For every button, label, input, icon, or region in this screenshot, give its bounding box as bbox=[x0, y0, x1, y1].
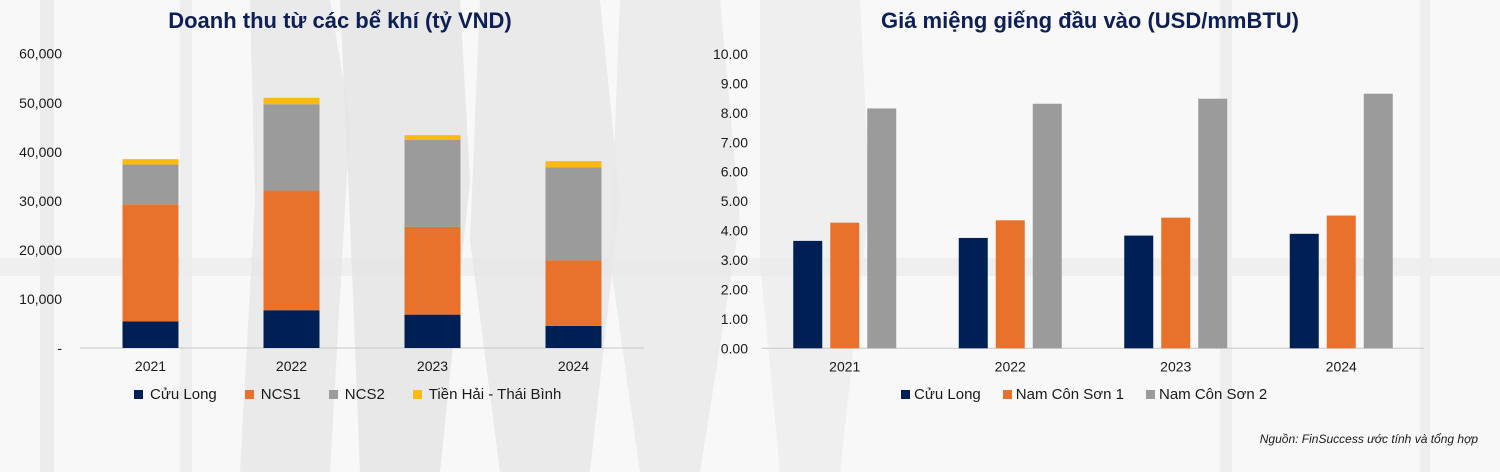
legend-label: Cửu Long bbox=[150, 386, 217, 403]
x-tick-label: 2024 bbox=[558, 358, 589, 374]
y-tick-label: 6.00 bbox=[721, 164, 748, 180]
bar-segment-ncs1-2023 bbox=[404, 226, 461, 315]
bar-segment-ncs2-2024 bbox=[545, 167, 602, 261]
y-tick-label: 3.00 bbox=[721, 252, 748, 268]
legend-swatch-navy bbox=[901, 390, 910, 399]
y-tick-label: 9.00 bbox=[721, 75, 748, 91]
bar-segment-c-u-long-2022 bbox=[263, 310, 320, 348]
bar-segment-ncs2-2023 bbox=[404, 140, 461, 227]
bar-segment-ncs1-2021 bbox=[122, 204, 179, 322]
bar-segment-ncs1-2022 bbox=[263, 190, 320, 311]
legend-label: Nam Côn Sơn 2 bbox=[1158, 386, 1268, 403]
y-tick-label: 4.00 bbox=[721, 223, 748, 239]
bar-segment-ti-n-h-i-th-i-b-nh-2023 bbox=[404, 135, 461, 141]
legend-label: Nam Côn Sơn 1 bbox=[1015, 386, 1124, 403]
y-tick-label: - bbox=[57, 340, 62, 356]
bar-nam-c-n-s-n-2-2022 bbox=[1032, 103, 1062, 349]
x-tick-label: 2023 bbox=[417, 358, 448, 374]
x-tick-label: 2022 bbox=[995, 358, 1026, 374]
y-tick-label: 0.00 bbox=[721, 340, 748, 356]
bar-nam-c-n-s-n-2-2024 bbox=[1363, 93, 1393, 349]
bar-nam-c-n-s-n-2-2021 bbox=[867, 108, 897, 349]
y-tick-label: 10.00 bbox=[713, 46, 748, 62]
y-tick-label: 5.00 bbox=[721, 193, 748, 209]
legend-item-ncs2: NCS2 bbox=[328, 386, 385, 403]
legend-item-ncs1: NCS1 bbox=[244, 386, 301, 403]
y-tick-label: 40,000 bbox=[19, 144, 62, 160]
bar-segment-ncs2-2021 bbox=[122, 164, 179, 205]
x-tick-label: 2024 bbox=[1326, 358, 1357, 374]
bar-nam-c-n-s-n-1-2024 bbox=[1326, 215, 1356, 349]
source-note: Nguồn: FinSuccess ước tính và tổng hợp bbox=[1259, 432, 1478, 446]
y-tick-label: 30,000 bbox=[19, 193, 62, 209]
y-tick-label: 1.00 bbox=[721, 311, 748, 327]
price-chart-legend: Cửu Long Nam Côn Sơn 1 Nam Côn Sơn 2 bbox=[901, 386, 1289, 403]
bar-nam-c-n-s-n-1-2022 bbox=[995, 220, 1025, 349]
legend-item-cuu-long: Cửu Long bbox=[901, 386, 981, 403]
legend-item-nam-con-son-1: Nam Côn Sơn 1 bbox=[1002, 386, 1124, 403]
legend-label: NCS1 bbox=[260, 386, 301, 403]
x-tick-label: 2021 bbox=[829, 358, 860, 374]
legend-item-nam-con-son-2: Nam Côn Sơn 2 bbox=[1145, 386, 1268, 403]
bar-segment-ti-n-h-i-th-i-b-nh-2021 bbox=[122, 159, 179, 165]
x-tick-label: 2021 bbox=[135, 358, 166, 374]
legend-item-cuu-long: Cửu Long bbox=[134, 386, 217, 403]
y-tick-label: 60,000 bbox=[19, 46, 62, 62]
bar-segment-ncs1-2024 bbox=[545, 260, 602, 326]
legend-label: Cửu Long bbox=[914, 386, 981, 403]
y-tick-label: 10,000 bbox=[19, 291, 62, 307]
legend-swatch-gray bbox=[1145, 390, 1155, 399]
chart-title-wellhead-price: Giá miệng giếng đầu vào (USD/mmBTU) bbox=[880, 8, 1300, 33]
bar-segment-ncs2-2022 bbox=[263, 104, 320, 191]
legend-label: NCS2 bbox=[344, 386, 385, 403]
bar-segment-c-u-long-2024 bbox=[545, 325, 602, 348]
bar-segment-c-u-long-2021 bbox=[122, 321, 179, 348]
x-tick-label: 2022 bbox=[276, 358, 307, 374]
bar-segment-ti-n-h-i-th-i-b-nh-2022 bbox=[263, 97, 320, 105]
y-tick-label: 2.00 bbox=[721, 281, 748, 297]
legend-swatch-yellow bbox=[412, 390, 422, 399]
bar-nam-c-n-s-n-1-2023 bbox=[1161, 217, 1191, 349]
y-tick-label: 50,000 bbox=[19, 95, 62, 111]
bar-segment-c-u-long-2023 bbox=[404, 314, 461, 348]
y-tick-label: 7.00 bbox=[721, 134, 748, 150]
legend-swatch-orange bbox=[244, 390, 254, 399]
revenue-chart-legend: Cửu Long NCS1 NCS2 Tiền Hải - Thái Bình bbox=[134, 386, 589, 403]
y-tick-label: 8.00 bbox=[721, 105, 748, 121]
legend-label: Tiền Hải - Thái Bình bbox=[428, 386, 562, 403]
bar-c-u-long-2023 bbox=[1124, 235, 1154, 349]
bar-c-u-long-2024 bbox=[1289, 233, 1319, 349]
legend-swatch-orange bbox=[1002, 390, 1012, 399]
legend-item-tien-hai-thai-binh: Tiền Hải - Thái Bình bbox=[412, 386, 562, 403]
bar-segment-ti-n-h-i-th-i-b-nh-2024 bbox=[545, 161, 602, 168]
bar-nam-c-n-s-n-1-2021 bbox=[830, 222, 860, 349]
legend-swatch-navy bbox=[134, 390, 143, 399]
legend-swatch-gray bbox=[328, 390, 338, 399]
bar-nam-c-n-s-n-2-2023 bbox=[1198, 98, 1228, 349]
bar-c-u-long-2021 bbox=[793, 240, 823, 349]
bar-c-u-long-2022 bbox=[958, 237, 988, 349]
revenue-stacked-bar-chart: - 10,000 20,000 30,000 40,000 50,000 60,000 202… bbox=[19, 46, 644, 374]
x-tick-label: 2023 bbox=[1160, 358, 1191, 374]
y-tick-label: 20,000 bbox=[19, 242, 62, 258]
chart-title-revenue: Doanh thu từ các bể khí (tỷ VND) bbox=[168, 8, 512, 33]
